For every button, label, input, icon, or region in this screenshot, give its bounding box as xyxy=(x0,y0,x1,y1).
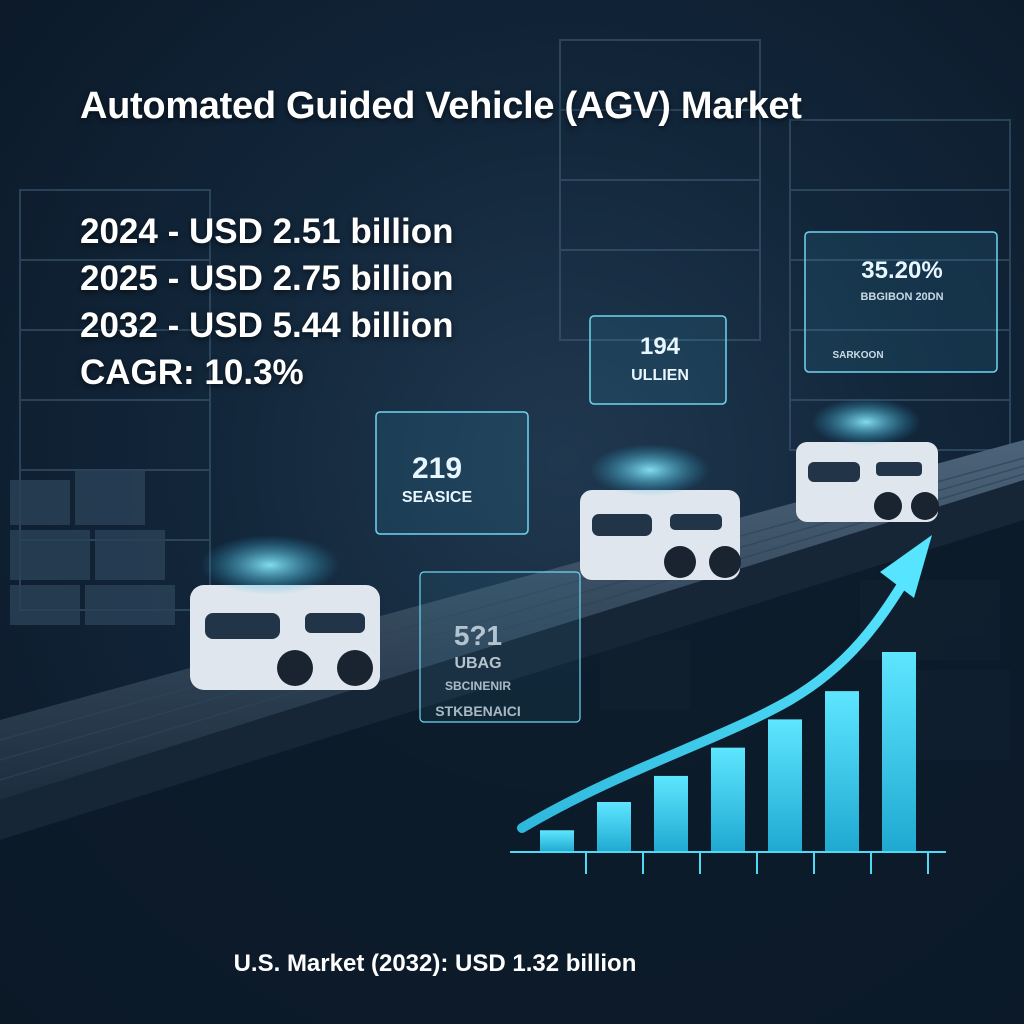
stat-2024: 2024 - USD 2.51 billion xyxy=(80,212,454,251)
stat-2025: 2025 - USD 2.75 billion xyxy=(80,259,454,298)
holo-panel-1-bottom: SARKOON xyxy=(832,350,883,361)
growth-arrow xyxy=(517,575,910,833)
growth-bar xyxy=(597,802,631,852)
growth-bar xyxy=(768,719,802,852)
growth-bar xyxy=(654,775,688,852)
market-stats: 2024 - USD 2.51 billion 2025 - USD 2.75 … xyxy=(80,208,453,396)
holo-panel-2-value: 194 xyxy=(640,333,681,360)
growth-bar-graphic xyxy=(540,652,929,874)
holo-panel-1-value: 35.20% xyxy=(861,257,942,284)
holo-panel-2-sub: ULLIEN xyxy=(631,367,689,384)
growth-bar xyxy=(825,691,859,852)
holo-panel-4-value: 5?1 xyxy=(454,620,502,651)
growth-bar xyxy=(882,652,916,852)
agv-robot-3 xyxy=(796,398,939,522)
holo-panel-1 xyxy=(804,231,998,373)
agv-robot-1 xyxy=(190,535,380,690)
page-title: Automated Guided Vehicle (AGV) Market xyxy=(80,85,802,127)
holo-panel-4-sub: UBAG xyxy=(454,655,501,672)
holo-panel-3 xyxy=(375,411,529,535)
growth-bar xyxy=(540,830,574,852)
holo-panel-2 xyxy=(589,315,727,405)
holo-panel-4-bottom: STKBENAICI xyxy=(435,703,521,719)
holo-panel-4-sub2: SBCINENIR xyxy=(445,679,511,693)
us-market-footnote: U.S. Market (2032): USD 1.32 billion xyxy=(233,950,637,977)
stat-cagr: CAGR: 10.3% xyxy=(80,353,304,392)
holo-panel-1-sub: BBGIBON 20DN xyxy=(860,291,943,303)
growth-arrowhead xyxy=(880,535,932,598)
holo-panel-3-sub: SEASICE xyxy=(402,489,473,506)
conveyor-belt xyxy=(0,440,1024,800)
holo-panel-4 xyxy=(419,571,581,723)
stat-2032: 2032 - USD 5.44 billion xyxy=(80,306,454,345)
growth-bar xyxy=(711,747,745,852)
agv-robot-2 xyxy=(580,444,741,580)
holo-panel-3-value: 219 xyxy=(412,452,462,485)
